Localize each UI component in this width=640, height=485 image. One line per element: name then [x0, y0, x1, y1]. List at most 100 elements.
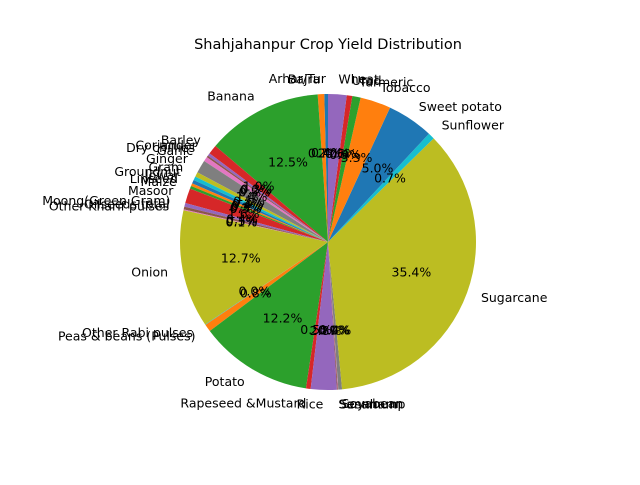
pie-slice-turmeric: [328, 96, 361, 243]
pie-slice-sugarcane: [328, 138, 477, 390]
slice-label-potato: Potato: [205, 374, 245, 389]
slice-pct-potato: 12.2%: [263, 310, 303, 325]
pie-slice-oilseeds-total: [183, 206, 328, 242]
pie-slice-jowar: [192, 179, 328, 242]
slice-label-wheat: Wheat: [338, 72, 379, 87]
slice-label-sweet-potato: Sweet potato: [419, 99, 502, 114]
pie-slice-rapeseed-mustard: [305, 242, 328, 389]
slice-pct-sannhamp: 0.1%: [318, 323, 350, 338]
slice-pct-sunflower: 0.7%: [374, 170, 406, 185]
slice-label-turmeric: Turmeric: [358, 74, 413, 89]
slice-pct-oilseeds-total: 0.3%: [226, 214, 258, 229]
pie-slice-gram: [195, 172, 328, 242]
slice-pct-wheat: 2.0%: [318, 145, 350, 160]
slice-label-sugarcane: Sugarcane: [481, 290, 548, 305]
slice-label-other-rabi-pulses: Other Rabi pulses: [82, 325, 193, 340]
pie-slice-arhar-tur: [324, 94, 328, 242]
slice-pct-tobacco: 3.3%: [341, 150, 373, 165]
slice-pct-turmeric: 0.9%: [329, 147, 361, 162]
slice-pct-jowar: 0.4%: [231, 198, 263, 213]
pie-labels: Arhar/Tur 0.4% Bajra 0.7% Banana 12.5% Barley 1…: [42, 71, 547, 412]
slice-pct-garlic: 0.5%: [239, 184, 271, 199]
slice-label-peas-beans-pulses: Peas & beans (Pulses): [58, 329, 196, 344]
pie-slice-bajra: [317, 94, 328, 242]
pie-slice-wheat: [328, 94, 347, 242]
slice-label-other-kharif-pulses: Other Kharif pulses: [49, 199, 169, 214]
slice-pct-gram: 0.5%: [233, 193, 265, 208]
slice-pct-other-rabi-pulses: 0.0%: [238, 284, 270, 299]
pie-slice-groundnut: [193, 176, 328, 242]
slice-label-gram: Gram: [148, 160, 183, 175]
slice-pct-dry-chillies: 0.2%: [240, 183, 272, 198]
pie-slice-other-kharif-pulses: [183, 209, 328, 242]
pie-slice-moong-green-gram: [184, 202, 328, 242]
slice-pct-other-kharif-pulses: 0.1%: [225, 215, 257, 230]
pie-slice-sannhamp: [328, 242, 338, 390]
slice-pct-bajra: 0.7%: [308, 145, 340, 160]
pie-slice-tobacco: [328, 97, 391, 243]
slice-label-garlic: Garlic: [157, 143, 193, 158]
slice-pct-coriander: 0.3%: [241, 181, 273, 196]
pie-slice-maize: [189, 186, 328, 242]
slice-label-coriander: Coriander: [135, 138, 197, 153]
slice-label-bajra: Bajra: [288, 71, 321, 86]
slice-pct-rapeseed-mustard: 0.5%: [300, 322, 332, 337]
slice-label-sunflower: Sunflower: [442, 117, 505, 132]
slice-label-rapeseed-mustard: Rapeseed &Mustard: [180, 395, 306, 410]
slice-pct-peas-beans-pulses: 0.8%: [240, 286, 272, 301]
slice-pct-soyabean: 0.4%: [319, 323, 351, 338]
slice-label-moong-green-gram: Moong(Green Gram): [42, 193, 170, 208]
pie-slice-urad: [328, 95, 353, 242]
slice-pct-moong-green-gram: 0.4%: [226, 212, 258, 227]
slice-label-banana: Banana: [207, 89, 254, 104]
pie-slice-banana: [215, 94, 328, 242]
pie-slice-linseed: [191, 183, 328, 242]
pie-slice-other-rabi-pulses: [205, 242, 328, 325]
slice-pct-sweet-potato: 5.0%: [362, 160, 394, 175]
slice-label-jowar: Jowar: [144, 168, 180, 183]
slice-label-barley: Barley: [161, 132, 202, 147]
pie-slice-dry-chillies: [206, 155, 328, 242]
slice-label-dry-chillies: Dry chillies: [126, 140, 195, 155]
slice-pct-onion: 12.7%: [221, 251, 261, 266]
slice-label-sannhamp: Sannhamp: [338, 396, 405, 411]
slice-pct-groundnut: 0.4%: [232, 196, 264, 211]
pie-slice-onion: [180, 210, 328, 325]
slice-pct-linseed: 0.3%: [230, 200, 262, 215]
slice-label-tobacco: Tobacco: [379, 80, 430, 95]
pie-slice-ginger: [197, 161, 328, 242]
pie-slice-garlic: [204, 157, 328, 242]
pie-slice-sesamum: [328, 242, 339, 390]
pie-slice-masoor: [185, 188, 328, 242]
pie-slice-peas-beans-pulses: [205, 242, 328, 332]
slice-label-onion: Onion: [131, 264, 168, 279]
pie-slice-sweet-potato: [328, 107, 429, 243]
slice-label-soyabean: Soyabean: [341, 396, 403, 411]
slice-label-maize: Maize: [141, 174, 177, 189]
pie-slices: [180, 94, 477, 391]
pie-slice-rice: [310, 242, 337, 391]
slice-label-linseed: Linseed: [130, 171, 178, 186]
pie-slice-soyabean: [328, 242, 343, 390]
slice-pct-barley: 1.0%: [243, 179, 275, 194]
slice-label-sesamum: Sesamum: [339, 396, 401, 411]
slice-label-masoor: Masoor: [128, 183, 174, 198]
slice-label-ginger: Ginger: [146, 151, 189, 166]
pie-slice-potato: [209, 242, 328, 389]
slice-pct-arhar-tur: 0.4%: [311, 145, 343, 160]
slice-pct-sugarcane: 35.4%: [392, 264, 432, 279]
pie-slice-coriander: [207, 153, 328, 242]
slice-label-groundnut: Groundnut: [114, 164, 181, 179]
slice-label-urad: Urad: [352, 73, 382, 88]
pie-slice-barley: [209, 145, 328, 242]
slice-pct-urad: 0.6%: [325, 146, 357, 161]
slice-pct-maize: 0.3%: [230, 201, 262, 216]
slice-label-rice: Rice: [297, 397, 324, 412]
chart-title: Shahjahanpur Crop Yield Distribution: [194, 37, 462, 53]
slice-pct-sesamum: 0.0%: [318, 323, 350, 338]
slice-label-arhar-tur: Arhar/Tur: [269, 71, 327, 86]
slice-pct-masoor: 1.6%: [228, 206, 260, 221]
slice-label-oilseeds-total: Oilseeds total: [84, 197, 170, 212]
